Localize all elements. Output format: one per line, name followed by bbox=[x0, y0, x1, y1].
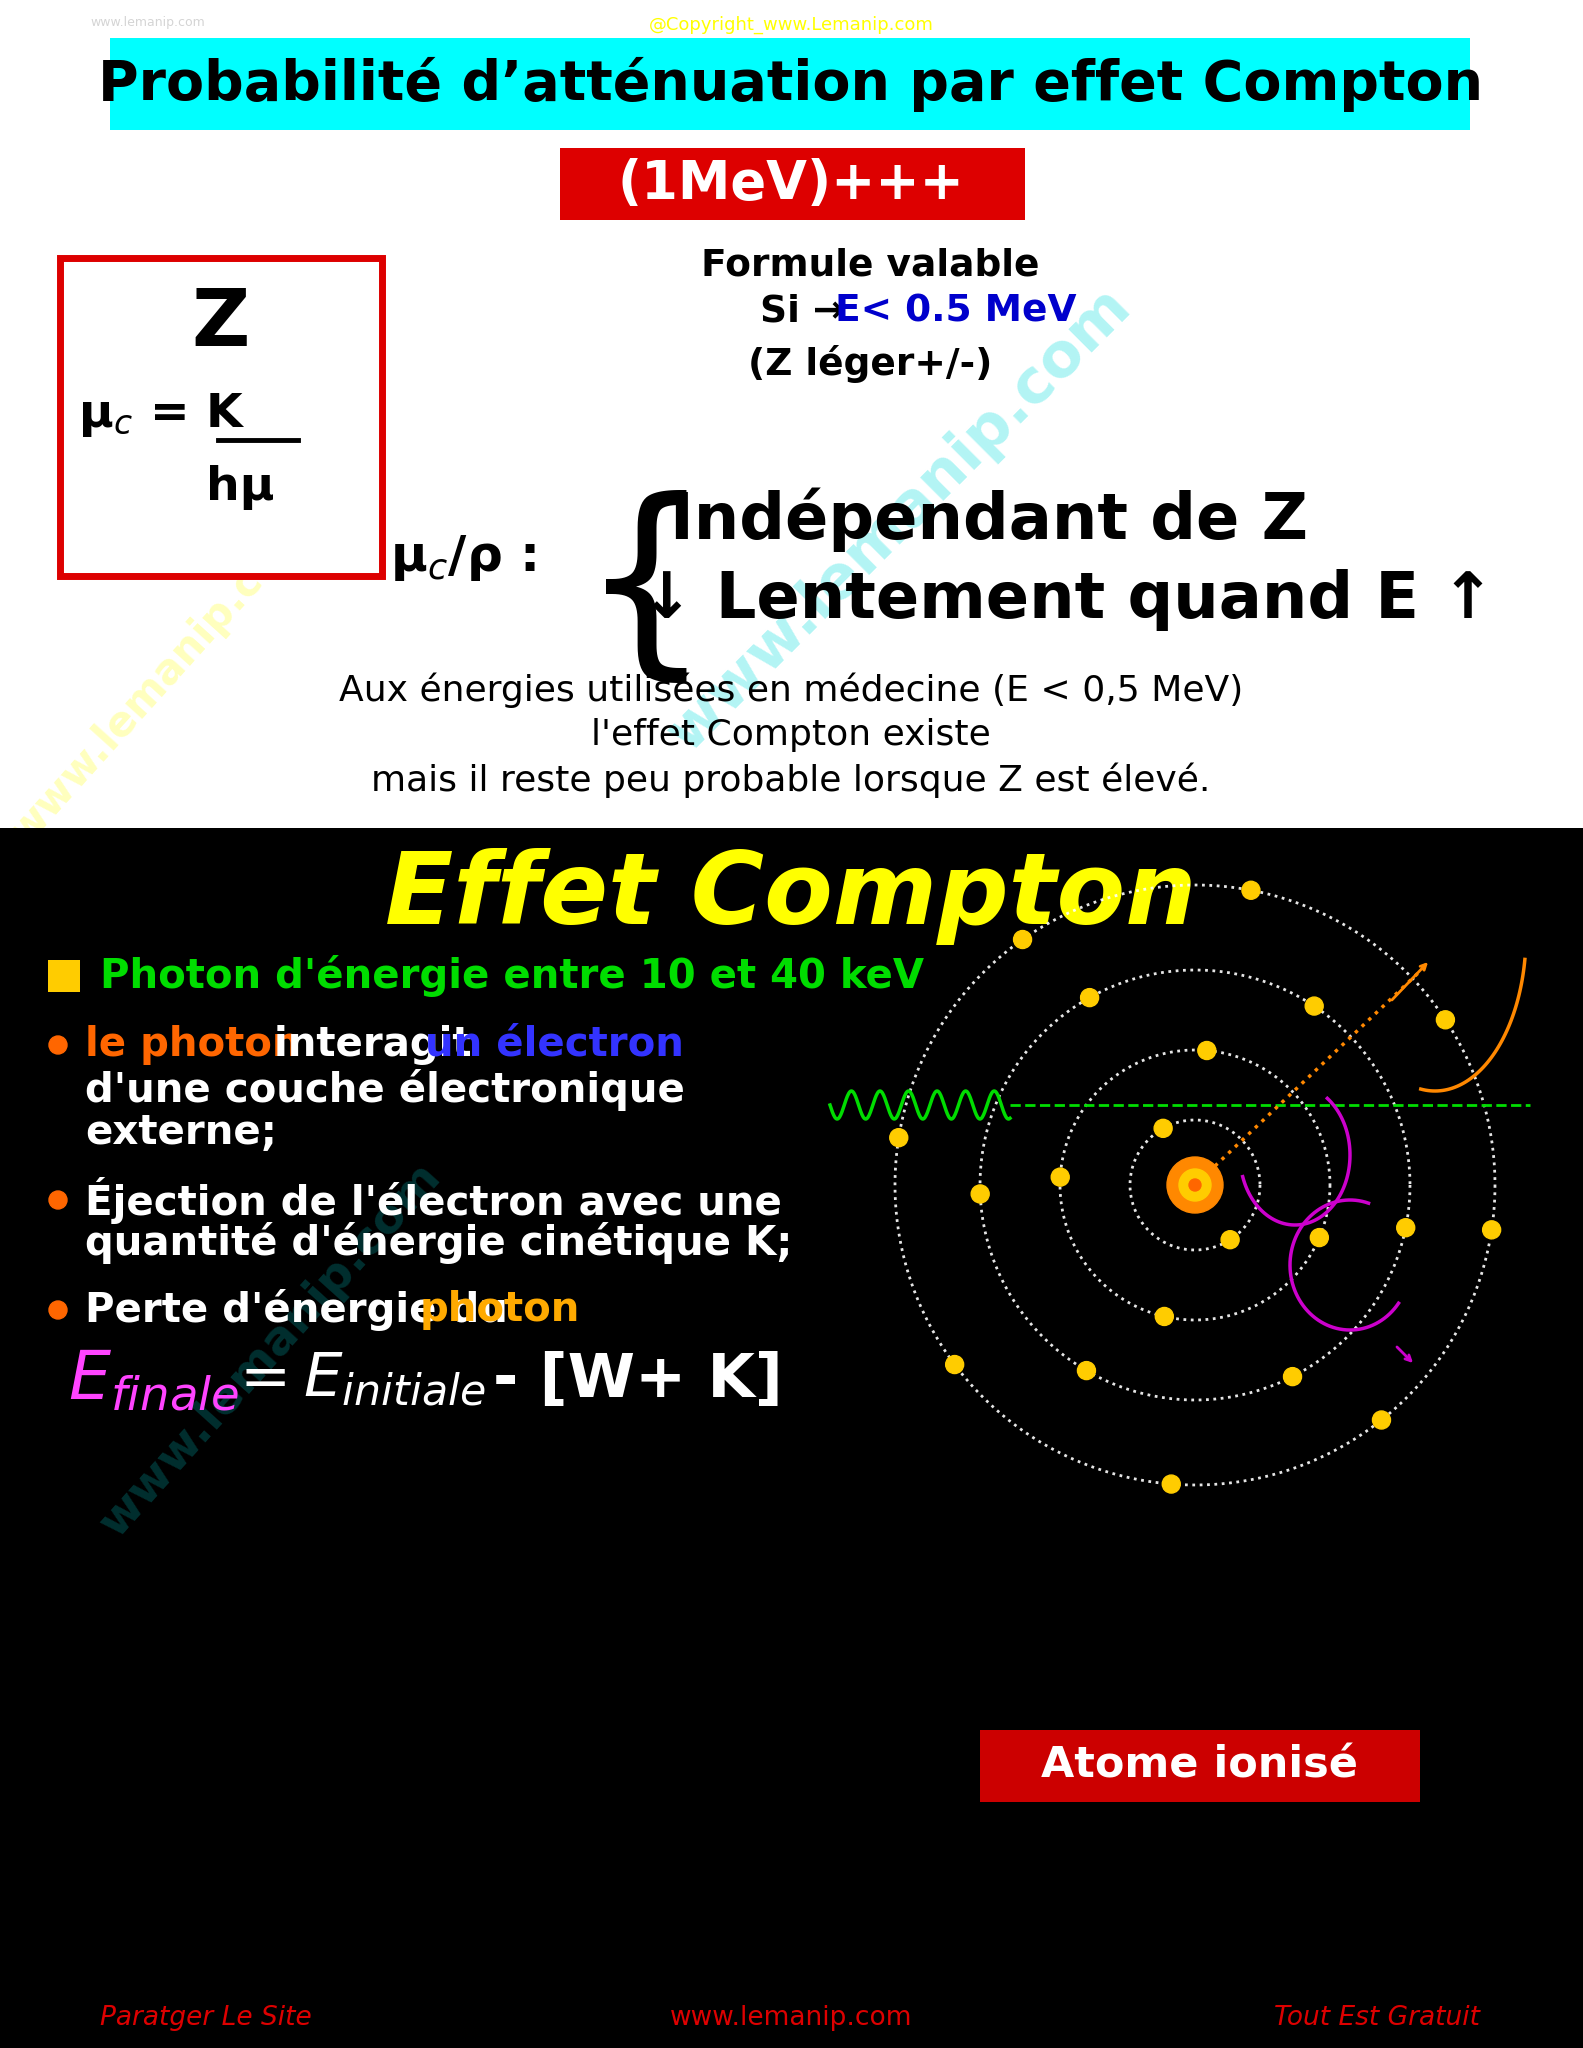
Text: Paratger Le Site: Paratger Le Site bbox=[100, 2005, 312, 2032]
Text: www.lemanip.com: www.lemanip.com bbox=[90, 1155, 450, 1546]
Circle shape bbox=[1220, 1231, 1239, 1249]
Text: {: { bbox=[579, 489, 712, 692]
Circle shape bbox=[1179, 1169, 1211, 1200]
Text: un électron: un électron bbox=[424, 1024, 684, 1065]
Circle shape bbox=[945, 1356, 964, 1374]
Text: Indépendant de Z: Indépendant de Z bbox=[670, 487, 1308, 553]
Text: @Copyright_www.Lemanip.com: @Copyright_www.Lemanip.com bbox=[649, 16, 934, 35]
Text: www.lemanip.com: www.lemanip.com bbox=[2, 506, 320, 854]
Text: (Z léger+/-): (Z léger+/-) bbox=[747, 344, 993, 383]
Bar bbox=[0, 827, 1583, 2048]
Text: E< 0.5 MeV: E< 0.5 MeV bbox=[834, 295, 1076, 330]
Text: l'effet Compton existe: l'effet Compton existe bbox=[590, 719, 991, 752]
Text: $E_{finale}$: $E_{finale}$ bbox=[68, 1348, 239, 1413]
Circle shape bbox=[1306, 997, 1323, 1016]
Text: hμ: hμ bbox=[206, 465, 274, 510]
Circle shape bbox=[49, 1036, 66, 1055]
Bar bbox=[980, 1731, 1420, 1802]
Circle shape bbox=[1013, 930, 1032, 948]
Text: Tout Est Gratuit: Tout Est Gratuit bbox=[1274, 2005, 1480, 2032]
Text: - [W+ K]: - [W+ K] bbox=[492, 1350, 782, 1409]
Text: www.lemanip.com: www.lemanip.com bbox=[657, 276, 1143, 764]
Text: ↓ Lentement quand E ↑: ↓ Lentement quand E ↑ bbox=[640, 569, 1494, 631]
Bar bbox=[60, 258, 382, 575]
Circle shape bbox=[1311, 1229, 1328, 1247]
Text: Si →: Si → bbox=[760, 295, 844, 330]
Circle shape bbox=[1167, 1157, 1224, 1212]
Circle shape bbox=[49, 1300, 66, 1319]
Circle shape bbox=[1081, 989, 1099, 1008]
Text: mais il reste peu probable lorsque Z est élevé.: mais il reste peu probable lorsque Z est… bbox=[372, 764, 1211, 799]
Circle shape bbox=[1436, 1012, 1455, 1028]
Text: d'une couche électronique: d'une couche électronique bbox=[85, 1069, 685, 1110]
Text: μ$_c$ = K: μ$_c$ = K bbox=[78, 391, 245, 438]
Text: www.lemanip.com: www.lemanip.com bbox=[90, 16, 204, 29]
Text: (1MeV)+++: (1MeV)+++ bbox=[617, 158, 964, 211]
Text: www.lemanip.com: www.lemanip.com bbox=[670, 2005, 912, 2032]
Text: μ$_c$/ρ :: μ$_c$/ρ : bbox=[389, 532, 535, 584]
Circle shape bbox=[1372, 1411, 1390, 1430]
Circle shape bbox=[1198, 1042, 1216, 1059]
Text: interagit: interagit bbox=[260, 1024, 486, 1065]
Text: Probabilité d’atténuation par effet Compton: Probabilité d’atténuation par effet Comp… bbox=[98, 57, 1483, 111]
Bar bbox=[0, 0, 1583, 1010]
Text: $= E_{initiale}$: $= E_{initiale}$ bbox=[228, 1350, 486, 1409]
Circle shape bbox=[49, 1192, 66, 1208]
Text: quantité d'énergie cinétique K;: quantité d'énergie cinétique K; bbox=[85, 1223, 793, 1264]
Circle shape bbox=[1078, 1362, 1095, 1380]
Text: Z: Z bbox=[192, 285, 250, 362]
Circle shape bbox=[1156, 1307, 1173, 1325]
Text: Perte d'énergie du: Perte d'énergie du bbox=[85, 1288, 522, 1331]
Circle shape bbox=[1396, 1219, 1415, 1237]
Circle shape bbox=[1284, 1368, 1301, 1386]
Circle shape bbox=[1189, 1180, 1201, 1192]
Circle shape bbox=[972, 1186, 989, 1202]
Text: Éjection de l'électron avec une: Éjection de l'électron avec une bbox=[85, 1176, 782, 1223]
Text: Photon d'énergie entre 10 et 40 keV: Photon d'énergie entre 10 et 40 keV bbox=[100, 954, 924, 997]
Circle shape bbox=[1154, 1120, 1171, 1137]
Bar bbox=[47, 961, 81, 991]
Circle shape bbox=[1483, 1221, 1501, 1239]
Text: Atome ionisé: Atome ionisé bbox=[1042, 1745, 1358, 1788]
Circle shape bbox=[890, 1128, 907, 1147]
Text: externe;: externe; bbox=[85, 1112, 277, 1153]
Bar bbox=[560, 147, 1026, 219]
Text: photon: photon bbox=[419, 1290, 581, 1329]
Bar bbox=[109, 39, 1471, 129]
Text: Aux énergies utilisées en médecine (E < 0,5 MeV): Aux énergies utilisées en médecine (E < … bbox=[339, 674, 1243, 709]
Circle shape bbox=[1243, 881, 1260, 899]
Text: le photon: le photon bbox=[85, 1024, 301, 1065]
Text: Effet Compton: Effet Compton bbox=[385, 848, 1197, 944]
Text: Formule valable: Formule valable bbox=[701, 248, 1040, 285]
Circle shape bbox=[1051, 1167, 1069, 1186]
Circle shape bbox=[1162, 1475, 1181, 1493]
